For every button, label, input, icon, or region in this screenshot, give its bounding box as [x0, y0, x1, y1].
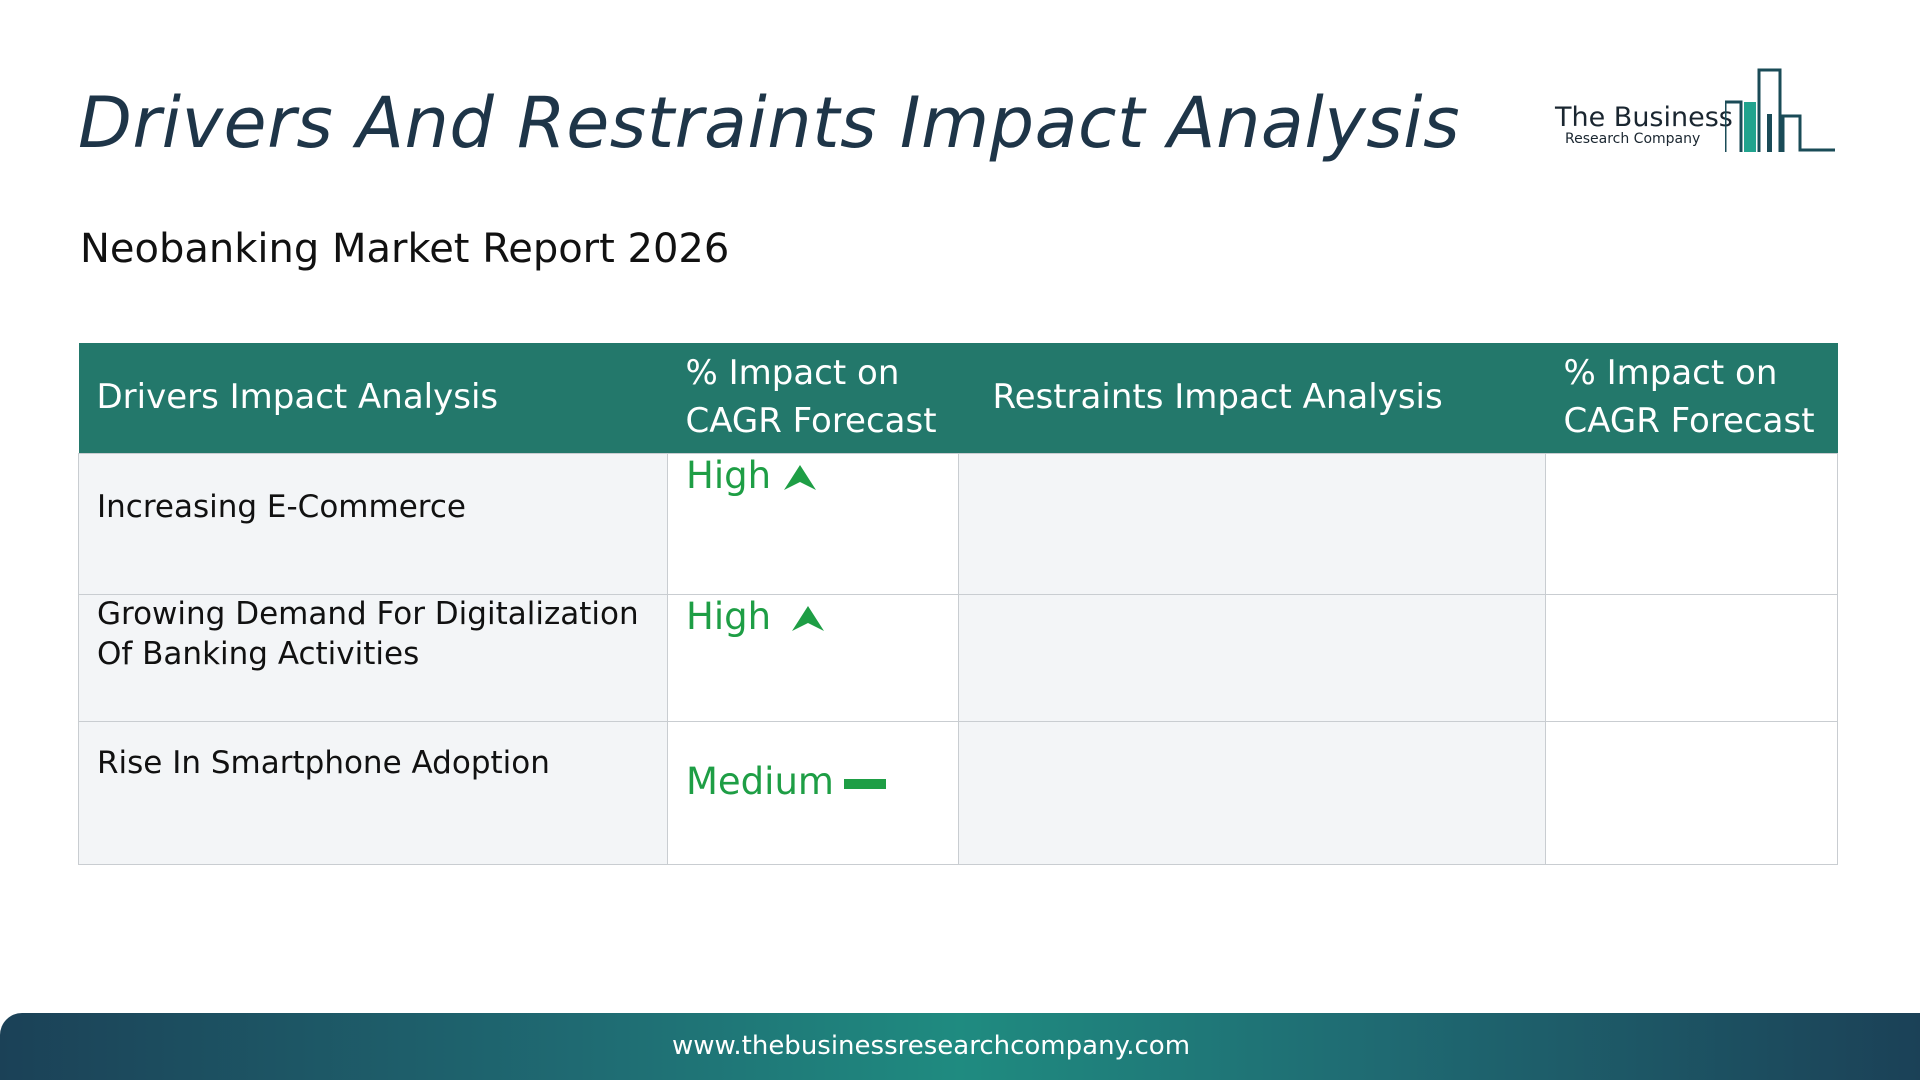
- header-drivers-impact-line2: CAGR Forecast: [685, 401, 937, 441]
- table-row: Increasing E-Commerce High: [78, 453, 1838, 595]
- header-restraints-impact-line2: CAGR Forecast: [1563, 401, 1815, 441]
- impact-level: Medium: [686, 760, 834, 803]
- driver-cell: Growing Demand For Digitalization Of Ban…: [78, 594, 668, 722]
- company-logo: The Business Research Company: [1555, 66, 1835, 156]
- bar-chart-buildings-icon: [1725, 68, 1835, 152]
- impact-analysis-table: Drivers Impact Analysis % Impact on CAGR …: [78, 343, 1838, 865]
- restraint-impact-cell: [1545, 721, 1838, 865]
- logo-text-main: The Business: [1555, 102, 1733, 133]
- restraint-cell: [958, 453, 1546, 595]
- driver-cell: Increasing E-Commerce: [78, 453, 668, 595]
- header-restraints-impact-line1: % Impact on: [1563, 353, 1778, 394]
- header-restraints-impact: % Impact on CAGR Forecast: [1545, 343, 1838, 454]
- header-drivers-impact-line1: % Impact on: [685, 353, 900, 394]
- impact-cell: High: [667, 594, 959, 722]
- impact-level: High: [686, 454, 772, 497]
- table-row: Rise In Smartphone Adoption Medium: [78, 721, 1838, 865]
- restraint-impact-cell: [1545, 594, 1838, 722]
- restraint-cell: [958, 721, 1546, 865]
- header-drivers-impact: % Impact on CAGR Forecast: [667, 343, 959, 454]
- dash-icon: [843, 778, 886, 789]
- report-subtitle: Neobanking Market Report 2026: [80, 226, 730, 272]
- table-row: Growing Demand For Digitalization Of Ban…: [78, 594, 1838, 722]
- impact-cell: Medium: [667, 721, 959, 865]
- restraint-cell: [958, 594, 1546, 722]
- header-drivers: Drivers Impact Analysis: [78, 343, 668, 454]
- restraint-impact-cell: [1545, 453, 1838, 595]
- up-arrow-icon: [792, 605, 825, 631]
- impact-cell: High: [667, 453, 959, 595]
- footer-bar: www.thebusinessresearchcompany.com: [0, 1013, 1920, 1080]
- driver-cell: Rise In Smartphone Adoption: [78, 721, 668, 865]
- impact-level: High: [686, 595, 772, 638]
- page-title: Drivers And Restraints Impact Analysis: [78, 82, 1461, 164]
- table-header-row: Drivers Impact Analysis % Impact on CAGR …: [78, 343, 1838, 454]
- header-restraints: Restraints Impact Analysis: [958, 343, 1546, 454]
- footer-website-link[interactable]: www.thebusinessresearchcompany.com: [671, 1031, 1191, 1061]
- up-arrow-icon: [784, 464, 817, 490]
- logo-text-sub: Research Company: [1565, 131, 1701, 147]
